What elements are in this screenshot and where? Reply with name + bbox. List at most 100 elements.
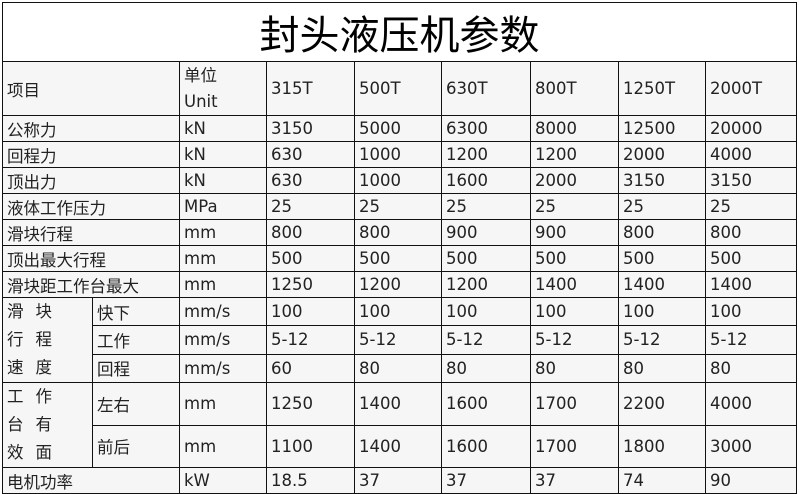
value-cell: 100 xyxy=(530,296,619,327)
value-cell: 1200 xyxy=(530,141,619,168)
value-cell: 500 xyxy=(530,245,619,272)
value-cell: 5-12 xyxy=(704,325,798,355)
value-cell: 90 xyxy=(704,467,798,494)
value-cell: 5000 xyxy=(354,115,442,142)
table-row: 滑块行程 mm 800 800 900 900 800 800 xyxy=(2,219,798,246)
value-cell: 1700 xyxy=(530,424,619,468)
value-cell: 5-12 xyxy=(530,325,619,355)
value-cell: 100 xyxy=(266,296,355,327)
value-cell: 1000 xyxy=(354,141,442,168)
value-cell: 25 xyxy=(530,193,619,220)
value-cell: 1200 xyxy=(441,271,531,298)
unit-cell: kN xyxy=(179,141,267,168)
sub-label: 左右 xyxy=(92,382,180,426)
unit-cell: mm/s xyxy=(179,296,267,327)
value-cell: 4000 xyxy=(704,141,798,168)
value-cell: 1400 xyxy=(530,271,619,298)
header-item: 项目 xyxy=(2,61,180,116)
value-cell: 900 xyxy=(530,219,619,246)
table-row: 前后 mm 1100 1400 1600 1700 1800 3000 xyxy=(3,424,798,468)
table-row: 顶出力 kN 630 1000 1600 2000 3150 3150 xyxy=(2,167,798,194)
value-cell: 80 xyxy=(354,353,442,384)
value-cell: 20000 xyxy=(704,115,798,142)
value-cell: 2000 xyxy=(618,141,706,168)
value-cell: 37 xyxy=(441,467,531,494)
value-cell: 3150 xyxy=(704,167,798,194)
row-label: 滑块距工作台最大 xyxy=(2,271,180,298)
unit-cell: MPa xyxy=(179,193,267,220)
row-label: 公称力 xyxy=(2,115,180,142)
header-model: 1250T xyxy=(618,61,706,116)
table-row: 电机功率 kW 18.5 37 37 37 74 90 xyxy=(2,467,798,494)
header-model: 2000T xyxy=(704,61,798,116)
group-label: 工作台有效面 xyxy=(2,382,93,468)
value-cell: 1200 xyxy=(354,271,442,298)
value-cell: 1100 xyxy=(266,424,355,468)
sub-label: 快下 xyxy=(92,296,180,327)
value-cell: 3000 xyxy=(704,424,798,468)
value-cell: 500 xyxy=(354,245,442,272)
value-cell: 800 xyxy=(354,219,442,246)
header-model: 630T xyxy=(441,61,531,116)
value-cell: 900 xyxy=(441,219,531,246)
value-cell: 5-12 xyxy=(618,325,706,355)
unit-cell: mm/s xyxy=(179,353,267,384)
unit-cell: mm xyxy=(179,424,267,468)
value-cell: 6300 xyxy=(441,115,531,142)
unit-cell: kN xyxy=(179,115,267,142)
table-row: 滑块行程速度 快下 mm/s 100 100 100 100 100 100 xyxy=(2,296,798,383)
row-label: 回程力 xyxy=(2,141,180,168)
value-cell: 1600 xyxy=(441,424,531,468)
unit-cell: kW xyxy=(179,467,267,494)
value-cell: 3150 xyxy=(266,115,355,142)
value-cell: 800 xyxy=(704,219,798,246)
value-cell: 1400 xyxy=(618,271,706,298)
value-cell: 630 xyxy=(266,141,355,168)
value-cell: 500 xyxy=(266,245,355,272)
unit-cn: 单位 xyxy=(184,65,217,85)
sub-label: 工作 xyxy=(92,325,180,355)
value-cell: 100 xyxy=(354,296,442,327)
table-row: 顶出最大行程 mm 500 500 500 500 500 500 xyxy=(2,245,798,272)
table-row: 工作 mm/s 5-12 5-12 5-12 5-12 5-12 5-12 xyxy=(3,325,798,355)
value-cell: 1250 xyxy=(266,382,355,426)
value-cell: 25 xyxy=(704,193,798,220)
unit-cell: mm/s xyxy=(179,325,267,355)
value-cell: 5-12 xyxy=(354,325,442,355)
value-cell: 1600 xyxy=(441,167,531,194)
unit-cell: mm xyxy=(179,382,267,426)
row-label: 电机功率 xyxy=(2,467,180,494)
value-cell: 100 xyxy=(441,296,531,327)
value-cell: 74 xyxy=(618,467,706,494)
value-cell: 25 xyxy=(441,193,531,220)
value-cell: 60 xyxy=(266,353,355,384)
value-cell: 800 xyxy=(618,219,706,246)
group-label: 滑块行程速度 xyxy=(2,297,93,383)
table-row: 公称力 kN 3150 5000 6300 8000 12500 20000 xyxy=(2,115,798,142)
table-row: 液体工作压力 MPa 25 25 25 25 25 25 xyxy=(2,193,798,220)
table-row: 滑块距工作台最大 mm 1250 1200 1200 1400 1400 1400 xyxy=(2,271,798,298)
value-cell: 500 xyxy=(704,245,798,272)
value-cell: 3150 xyxy=(618,167,706,194)
value-cell: 12500 xyxy=(618,115,706,142)
unit-cell: mm xyxy=(179,271,267,298)
value-cell: 80 xyxy=(530,353,619,384)
value-cell: 5-12 xyxy=(441,325,531,355)
unit-cell: mm xyxy=(179,219,267,246)
value-cell: 100 xyxy=(704,296,798,327)
header-unit: 单位 Unit xyxy=(179,61,267,116)
value-cell: 630 xyxy=(266,167,355,194)
value-cell: 500 xyxy=(441,245,531,272)
table-row: 回程力 kN 630 1000 1200 1200 2000 4000 xyxy=(2,141,798,168)
value-cell: 1600 xyxy=(441,382,531,426)
value-cell: 5-12 xyxy=(266,325,355,355)
row-label: 液体工作压力 xyxy=(2,193,180,220)
header-model: 500T xyxy=(354,61,442,116)
value-cell: 500 xyxy=(618,245,706,272)
value-cell: 80 xyxy=(441,353,531,384)
value-cell: 100 xyxy=(618,296,706,327)
value-cell: 1400 xyxy=(354,424,442,468)
value-cell: 1800 xyxy=(618,424,706,468)
value-cell: 25 xyxy=(618,193,706,220)
